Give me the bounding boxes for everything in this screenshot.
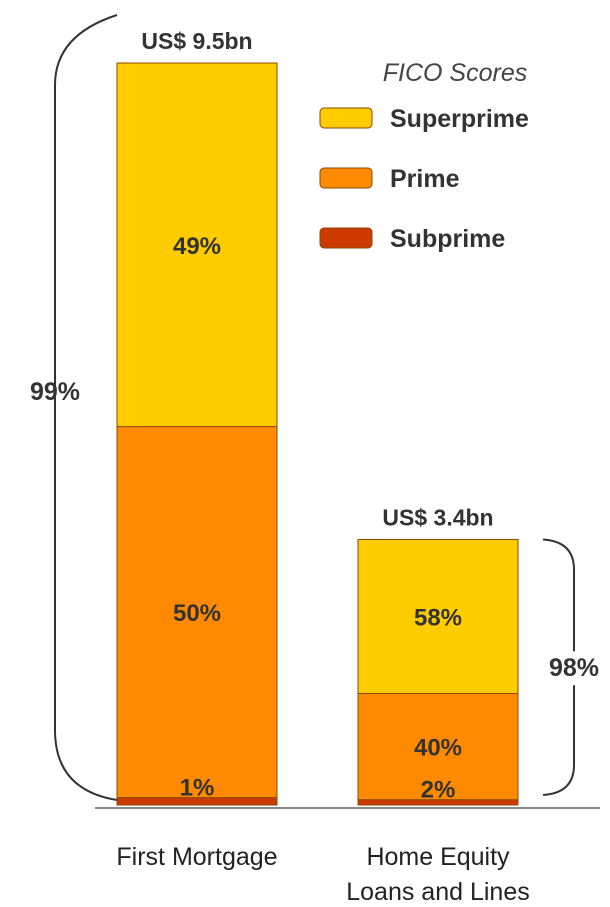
total-label: US$ 3.4bn <box>382 504 493 530</box>
category-labels: First Mortgage Home Equity Loans and Lines <box>116 843 529 906</box>
legend: FICO Scores Superprime Prime Subprime <box>319 59 529 253</box>
bar-segment-superprime <box>357 538 519 694</box>
bar-segment-superprime <box>116 62 278 428</box>
segment-label-subprime: 1% <box>180 775 215 802</box>
legend-label-superprime: Superprime <box>390 105 529 133</box>
category-label: Loans and Lines <box>346 878 529 906</box>
segment-label-superprime: 49% <box>173 233 221 260</box>
bar-segment-prime <box>357 692 519 801</box>
legend-label-prime: Prime <box>390 165 460 193</box>
segment-label-prime: 40% <box>414 735 462 762</box>
legend-swatch-subprime <box>319 227 373 249</box>
segment-label-subprime: 2% <box>421 777 456 804</box>
bracket-left <box>54 14 118 801</box>
total-label: US$ 9.5bn <box>141 28 252 54</box>
bracket-label: 99% <box>30 378 80 406</box>
legend-swatch-prime <box>319 167 373 189</box>
category-label: Home Equity <box>366 843 510 871</box>
brackets: 99% 98% <box>30 14 605 801</box>
bracket-label-bg <box>545 651 605 686</box>
legend-title: FICO Scores <box>383 59 527 87</box>
bars <box>116 62 519 806</box>
total-labels: US$ 9.5bn US$ 3.4bn <box>141 28 493 530</box>
legend-label-subprime: Subprime <box>390 225 505 253</box>
bracket-label: 98% <box>549 654 599 682</box>
segment-label-prime: 50% <box>173 600 221 627</box>
bar-segment-prime <box>116 426 278 799</box>
category-label: First Mortgage <box>116 843 277 871</box>
segment-labels: 1% 50% 49% 2% 40% 58% <box>173 233 462 804</box>
legend-swatch-superprime <box>319 107 373 129</box>
segment-label-superprime: 58% <box>414 604 462 631</box>
